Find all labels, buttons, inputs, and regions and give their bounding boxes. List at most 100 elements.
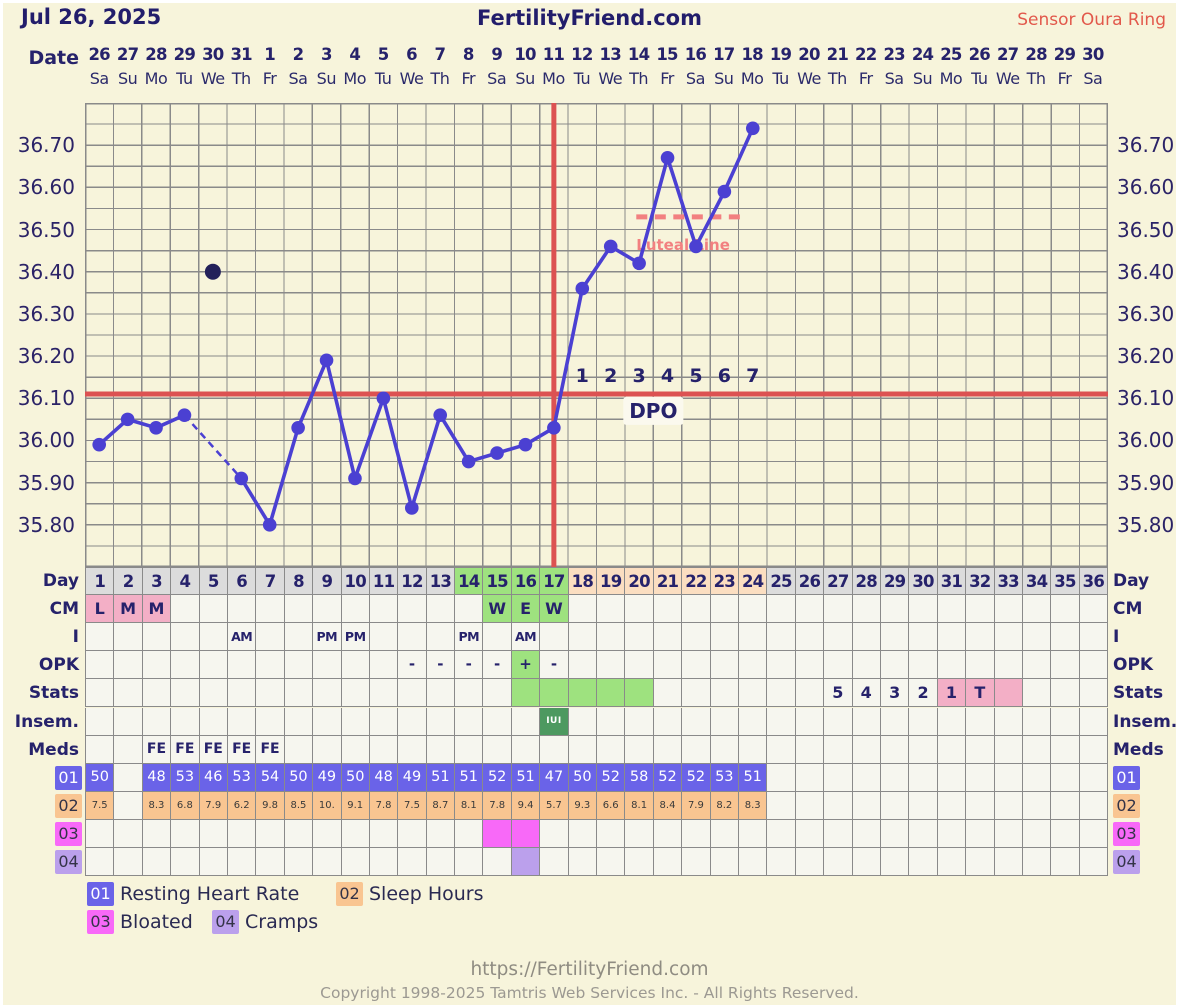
day-cell[interactable]: 9 [313, 568, 342, 596]
legend-item-sleep-hours: 02 Sleep Hours [336, 882, 483, 906]
cramps-cell [313, 848, 342, 877]
i-cell [738, 623, 768, 652]
hr-cell: 58 [625, 763, 654, 792]
day-cell[interactable]: 35 [1051, 568, 1080, 596]
opk-cell [86, 651, 115, 680]
legend-label-sleep-hours: Sleep Hours [369, 883, 484, 905]
weekday-cell: Sa [1083, 69, 1103, 88]
day-cell[interactable]: 16 [511, 568, 541, 596]
day-cell[interactable]: 12 [398, 568, 427, 596]
meds-cell [426, 735, 456, 764]
day-cell[interactable]: 30 [909, 568, 938, 596]
day-cell[interactable]: 6 [227, 568, 257, 596]
date-cell: 24 [911, 45, 934, 64]
day-cell[interactable]: 22 [682, 568, 711, 596]
sleep-cells: 7.5 8.3 6.8 7.9 6.2 9.8 8.5 10. 9.1 7.8 7.5 8.7 8.1 7… [85, 791, 1109, 820]
i-cell [142, 623, 172, 652]
stats-cell [199, 679, 228, 708]
day-cell[interactable]: 33 [994, 568, 1023, 596]
meds-cell [540, 735, 569, 764]
day-cell[interactable]: 20 [625, 568, 654, 596]
cm-cell [937, 595, 967, 624]
bloated-cell [880, 819, 910, 848]
day-cell[interactable]: 4 [171, 568, 200, 596]
i-cell [682, 623, 711, 652]
cm-cell [227, 595, 257, 624]
day-cell[interactable]: 5 [199, 568, 228, 596]
temperature-point [603, 239, 618, 254]
cramps-cell [767, 848, 796, 877]
sleep-cell [767, 791, 796, 820]
insem-cell [710, 707, 739, 736]
day-cell[interactable]: 24 [738, 568, 768, 596]
footer-site-link[interactable]: https://FertilityFriend.com [470, 959, 709, 980]
temperature-point [120, 412, 135, 427]
cm-cell [313, 595, 342, 624]
date-cell: 12 [571, 45, 593, 64]
insem-cell [625, 707, 654, 736]
day-cell[interactable]: 34 [1022, 568, 1052, 596]
day-cell[interactable]: 2 [114, 568, 143, 596]
day-cell[interactable]: 17 [540, 568, 569, 596]
day-cell[interactable]: 19 [597, 568, 626, 596]
weekday-cell: Sa [487, 69, 507, 88]
sleep-cell: 7.9 [682, 791, 711, 820]
date-cell: 20 [798, 45, 820, 64]
meds-cell [284, 735, 314, 764]
day-cell[interactable]: 32 [966, 568, 995, 596]
day-cell[interactable]: 29 [880, 568, 910, 596]
i-row-label-right: I [1113, 627, 1120, 648]
day-row: Day Day 1 2 3 4 5 6 7 8 9 10 11 12 13 14 15 16 17 18 19 20 21 2… [3, 567, 1176, 596]
sleep-cell [1051, 791, 1080, 820]
meds-cell [511, 735, 541, 764]
day-cell[interactable]: 31 [937, 568, 967, 596]
bloated-cell [483, 819, 512, 848]
day-cell[interactable]: 7 [256, 568, 285, 596]
hr-cell: 50 [341, 763, 370, 792]
opk-cell [227, 651, 257, 680]
bloated-cell [568, 819, 598, 848]
hr-cell: 53 [171, 763, 200, 792]
day-cell[interactable]: 13 [426, 568, 456, 596]
dpo-label: DPO [629, 399, 677, 423]
sleep-cell [824, 791, 853, 820]
day-cell[interactable]: 8 [284, 568, 314, 596]
i-cell: AM [227, 623, 257, 652]
cm-cell [653, 595, 683, 624]
stats-cell: 4 [852, 679, 881, 708]
day-cell[interactable]: 10 [341, 568, 370, 596]
day-cell[interactable]: 21 [653, 568, 683, 596]
sleep-cell [880, 791, 910, 820]
cm-cell [795, 595, 825, 624]
opk-cell [597, 651, 626, 680]
meds-cell [455, 735, 484, 764]
insem-cell [398, 707, 427, 736]
date-cell: 1 [264, 45, 275, 64]
bloated-cell [966, 819, 995, 848]
day-cell[interactable]: 23 [710, 568, 739, 596]
cramps-cell [426, 848, 456, 877]
day-cell[interactable]: 14 [455, 568, 484, 596]
weekday-cell: Sa [685, 69, 705, 88]
day-cell[interactable]: 27 [824, 568, 853, 596]
day-cell[interactable]: 3 [142, 568, 172, 596]
day-cell[interactable]: 36 [1079, 568, 1109, 596]
day-cell[interactable]: 11 [369, 568, 399, 596]
weekday-cell: Fr [660, 69, 674, 88]
cramps-cells [85, 848, 1109, 877]
day-cell[interactable]: 28 [852, 568, 881, 596]
stats-row-label-right: Stats [1113, 683, 1164, 704]
sleep-cell: 8.2 [710, 791, 739, 820]
y-tick-left: 36.50 [17, 217, 75, 242]
day-cell[interactable]: 25 [767, 568, 796, 596]
cm-cell [284, 595, 314, 624]
weekday-cell: Fr [858, 69, 873, 88]
hr-cell: 49 [313, 763, 342, 792]
hr-cell: 52 [653, 763, 683, 792]
stats-cell [568, 679, 598, 708]
hr-cell [1022, 763, 1052, 792]
day-cell[interactable]: 26 [795, 568, 825, 596]
day-cell[interactable]: 1 [86, 568, 115, 596]
day-cell[interactable]: 18 [568, 568, 598, 596]
day-cell[interactable]: 15 [483, 568, 512, 596]
